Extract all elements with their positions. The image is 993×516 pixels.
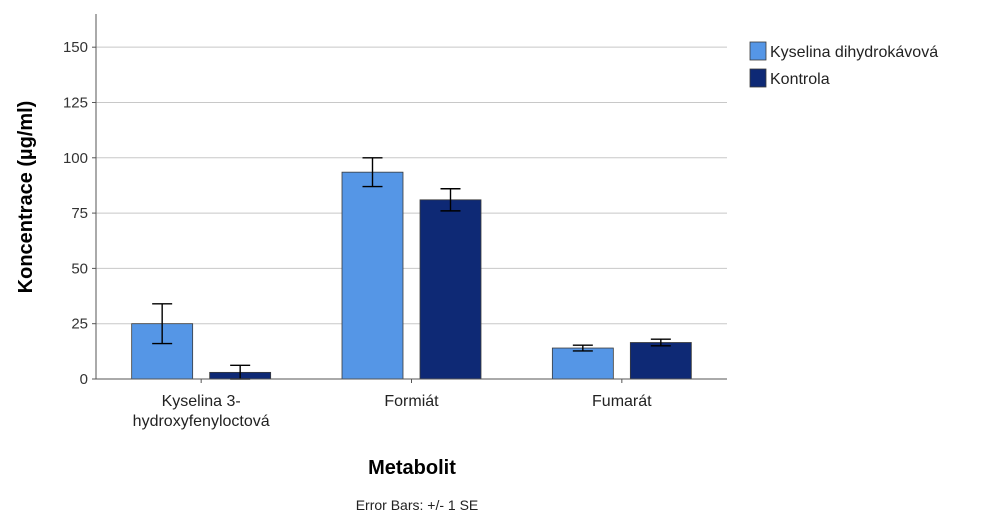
y-tick-label: 150 <box>63 39 88 56</box>
y-tick-label: 100 <box>63 150 88 167</box>
bar <box>419 199 482 380</box>
x-axis-title: Metabolit <box>368 457 456 479</box>
y-tick-label: 75 <box>71 205 88 222</box>
x-category-label: Formiát <box>384 393 439 410</box>
error-bar <box>440 188 461 212</box>
error-bar <box>152 303 173 345</box>
bar <box>551 347 614 380</box>
legend-swatch <box>749 68 767 88</box>
legend-item: Kyselina dihydrokávová <box>749 41 938 61</box>
legend-label: Kyselina dihydrokávová <box>770 44 938 61</box>
x-category-label: Fumarát <box>592 393 652 410</box>
error-bar <box>362 157 383 188</box>
bar <box>629 342 692 380</box>
legend-label: Kontrola <box>770 71 830 88</box>
legend-item: Kontrola <box>749 68 830 88</box>
error-bars-footnote: Error Bars: +/- 1 SE <box>356 497 479 513</box>
x-category-label: Kyselina 3-hydroxyfenyloctová <box>133 393 270 430</box>
x-category-labels: Kyselina 3-hydroxyfenyloctová Formiát Fuma… <box>133 379 652 430</box>
error-bar <box>650 338 671 347</box>
y-axis-title: Koncentrace (µg/ml) <box>15 101 37 294</box>
legend-swatch <box>749 41 767 61</box>
error-bar <box>572 344 593 352</box>
y-tick-label: 0 <box>80 371 88 388</box>
y-tick-label: 50 <box>71 260 88 277</box>
gridlines <box>96 46 727 325</box>
y-tick-label: 25 <box>71 316 88 333</box>
bar <box>341 171 404 380</box>
y-tick-labels: 0 25 50 75 100 125 150 <box>63 39 96 388</box>
bars <box>131 171 692 380</box>
legend: Kyselina dihydrokávová Kontrola <box>749 41 938 88</box>
y-tick-label: 125 <box>63 94 88 111</box>
